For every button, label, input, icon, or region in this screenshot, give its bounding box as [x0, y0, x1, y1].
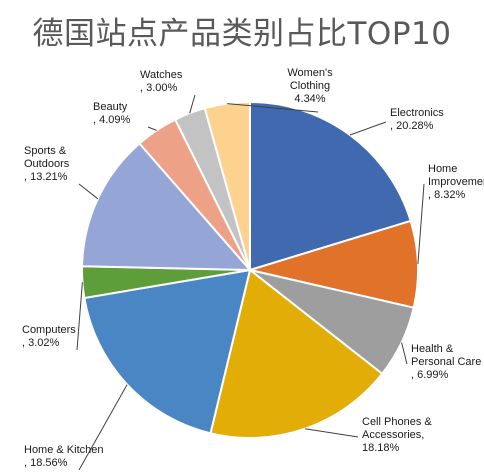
- slice-label-line: Home: [428, 163, 457, 175]
- slice-label-home-and-kitchen: Home & Kitchen, 18.56%: [24, 444, 103, 469]
- pie-slice-sports-and-outdoors: [81, 142, 253, 272]
- slice-label-line: , 3.00%: [140, 82, 178, 94]
- slice-label-beauty: Beauty, 4.09%: [93, 101, 131, 126]
- leader-line-sports-and-outdoors: [78, 183, 99, 200]
- slice-label-line: Outdoors: [24, 158, 70, 170]
- slice-label-line: Health &: [411, 343, 454, 355]
- leader-line-women-s-clothing: [227, 103, 319, 113]
- leader-line-computers: [76, 282, 83, 351]
- slice-label-line: Women's: [287, 67, 333, 79]
- slice-label-line: Clothing: [290, 80, 330, 92]
- slice-label-line: 18.18%: [362, 442, 400, 454]
- leader-line-electronics: [349, 121, 387, 136]
- slice-label-line: Beauty: [93, 101, 128, 113]
- pie-slice-home-improvement: [246, 219, 419, 309]
- slice-label-women-s-clothing: Women's Clothing 4.34%: [287, 67, 333, 105]
- pie-slice-cell-phones-and-accessories: [209, 268, 384, 439]
- slice-label-line: Watches: [140, 69, 183, 81]
- slice-label-line: Accessories,: [362, 429, 424, 441]
- slice-label-line: , 4.09%: [93, 114, 131, 126]
- slice-label-electronics: Electronics, 20.28%: [390, 107, 444, 132]
- leader-line-cell-phones-and-accessories: [305, 428, 359, 438]
- slice-label-line: , 6.99%: [411, 369, 449, 381]
- slice-label-line: Electronics: [390, 107, 444, 119]
- slice-label-health-and-personal-care: Health & Personal Care, 6.99%: [411, 343, 481, 381]
- slice-label-line: , 18.56%: [24, 457, 68, 469]
- slice-label-cell-phones-and-accessories: Cell Phones & Accessories, 18.18%: [362, 416, 432, 454]
- slice-label-line: Sports &: [24, 145, 67, 157]
- slice-label-sports-and-outdoors: Sports & Outdoors, 13.21%: [24, 145, 70, 183]
- slice-label-line: Computers: [22, 324, 76, 336]
- slice-label-home-improvement: HomeImprovement, 8.32%: [428, 163, 484, 201]
- slice-label-line: , 8.32%: [428, 189, 466, 201]
- slice-label-computers: Computers, 3.02%: [22, 324, 76, 349]
- leader-line-beauty: [147, 126, 157, 131]
- slice-label-line: , 13.21%: [24, 171, 68, 183]
- pie-slice-women-s-clothing: [203, 100, 251, 271]
- leader-line-home-and-kitchen: [78, 384, 128, 471]
- slice-label-watches: Watches, 3.00%: [140, 69, 183, 94]
- leader-line-health-and-personal-care: [401, 342, 408, 365]
- leader-line-home-improvement: [417, 183, 425, 265]
- leader-line-watches: [189, 94, 196, 114]
- slice-label-line: Personal Care: [411, 356, 481, 368]
- chart-title: 德国站点产品类别占比TOP10: [32, 16, 452, 52]
- slice-label-line: , 3.02%: [22, 337, 60, 349]
- slice-label-line: 4.34%: [294, 93, 325, 105]
- slice-label-line: Improvement: [428, 176, 484, 188]
- slice-label-line: Home & Kitchen: [24, 444, 103, 456]
- slice-label-line: Cell Phones &: [362, 416, 432, 428]
- pie-slice-home-and-kitchen: [83, 268, 252, 435]
- slice-label-line: , 20.28%: [390, 120, 434, 132]
